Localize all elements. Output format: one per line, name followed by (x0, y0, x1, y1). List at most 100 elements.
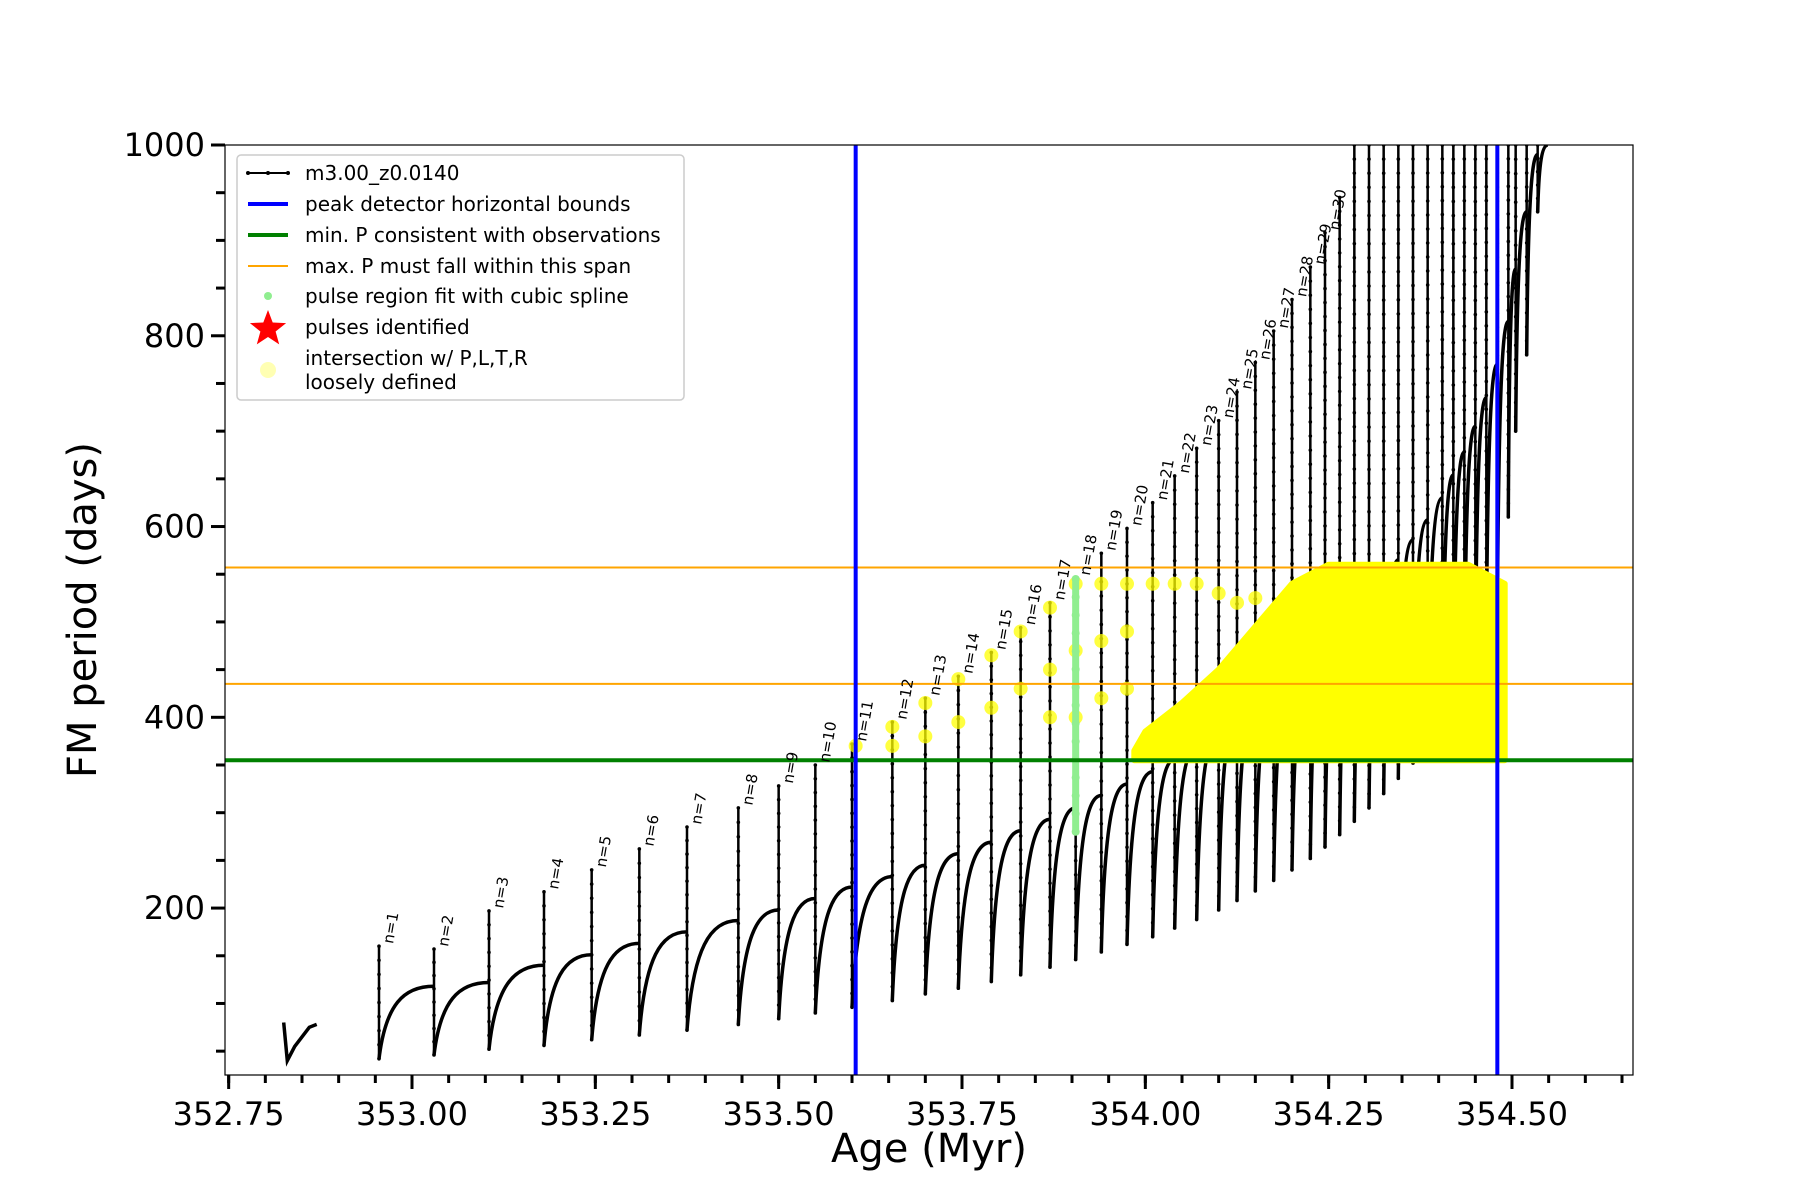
series-point (1337, 320, 1342, 324)
series-point (1271, 343, 1276, 347)
series-point (1271, 455, 1276, 460)
pulse-recovery-curve (377, 984, 435, 1060)
series-point (1172, 813, 1177, 817)
series-point (1425, 227, 1430, 231)
series-point (1150, 696, 1155, 701)
series-point (850, 811, 854, 816)
series-point (1290, 798, 1294, 803)
series-point (1451, 326, 1456, 331)
series-point (1425, 493, 1430, 497)
series-point (923, 992, 928, 996)
series-point (1337, 348, 1342, 352)
series-point (1513, 372, 1518, 376)
series-point (1018, 973, 1023, 977)
series-point (1352, 523, 1357, 528)
series-point (1048, 783, 1052, 787)
series-point (1367, 763, 1371, 768)
series-point (1290, 339, 1294, 344)
series-point (1451, 439, 1456, 444)
series-point (1462, 422, 1467, 426)
intersection-point (1013, 624, 1028, 639)
series-point (1253, 374, 1258, 379)
spline-point (1071, 683, 1080, 692)
series-point (1462, 324, 1467, 329)
series-point (1367, 312, 1371, 317)
series-point (1425, 255, 1430, 259)
series-point (1352, 199, 1357, 204)
series-point (1125, 540, 1129, 545)
series-point (1048, 825, 1052, 829)
series-point (1440, 198, 1445, 203)
series-point (1337, 514, 1342, 518)
series-point (1440, 184, 1445, 189)
series-point (542, 1043, 546, 1048)
series-point (1396, 396, 1401, 401)
series-point (1440, 421, 1445, 425)
series-point (1381, 467, 1386, 472)
series-point (1308, 434, 1313, 438)
intersection-point (984, 648, 999, 663)
series-point (1099, 850, 1104, 855)
series-point (1323, 258, 1327, 263)
series-point (813, 776, 818, 781)
series-point (850, 1005, 854, 1010)
series-point (923, 935, 928, 940)
series-point (1271, 864, 1276, 869)
series-point (813, 956, 818, 960)
pulse-label: n=6 (640, 813, 663, 847)
series-point (1337, 486, 1342, 491)
series-point (1396, 185, 1401, 190)
series-point (1271, 441, 1276, 446)
series-point (890, 831, 895, 836)
series-point (1308, 265, 1313, 269)
series-point (1473, 284, 1478, 289)
series-point (1290, 854, 1294, 858)
series-point (1308, 307, 1313, 312)
series-point (1462, 157, 1467, 161)
series-point (1216, 600, 1221, 605)
series-point (589, 967, 594, 971)
series-point (1462, 547, 1467, 552)
x-tick-label: 353.75 (906, 1095, 1018, 1133)
series-point (736, 863, 741, 868)
series-point (956, 816, 961, 820)
series-point (1216, 488, 1221, 493)
series-point (377, 958, 381, 963)
series-point (685, 852, 689, 856)
series-point (1473, 270, 1478, 274)
series-point (1367, 425, 1371, 429)
series-point (1367, 538, 1371, 542)
series-point (1048, 951, 1052, 956)
series-point (1352, 284, 1357, 288)
series-point (1484, 477, 1489, 481)
series-point (1506, 404, 1511, 409)
series-point (1290, 478, 1294, 483)
series-point (1352, 453, 1357, 457)
series-point (1396, 537, 1401, 541)
series-point (1150, 626, 1155, 631)
series-point (736, 1022, 741, 1027)
intersection-point (1145, 576, 1160, 591)
series-point (542, 959, 546, 964)
series-point (1150, 878, 1155, 883)
series-point (776, 838, 781, 843)
series-point (1352, 354, 1357, 359)
series-point (813, 763, 818, 767)
series-point (1216, 614, 1221, 619)
series-point (1308, 293, 1313, 298)
series-point (1506, 363, 1511, 368)
series-point (1172, 827, 1177, 832)
series-point (1150, 934, 1155, 939)
series-point (1381, 241, 1386, 246)
series-point (1290, 812, 1294, 817)
series-point (1253, 847, 1258, 851)
series-point (1524, 283, 1529, 287)
series-point (923, 879, 928, 884)
series-point (542, 917, 546, 922)
legend-swatch-dot (286, 171, 290, 175)
series-point (1308, 560, 1313, 565)
series-point (1172, 883, 1177, 888)
series-point (1235, 870, 1239, 875)
series-point (1194, 654, 1199, 659)
series-point (1216, 558, 1221, 563)
